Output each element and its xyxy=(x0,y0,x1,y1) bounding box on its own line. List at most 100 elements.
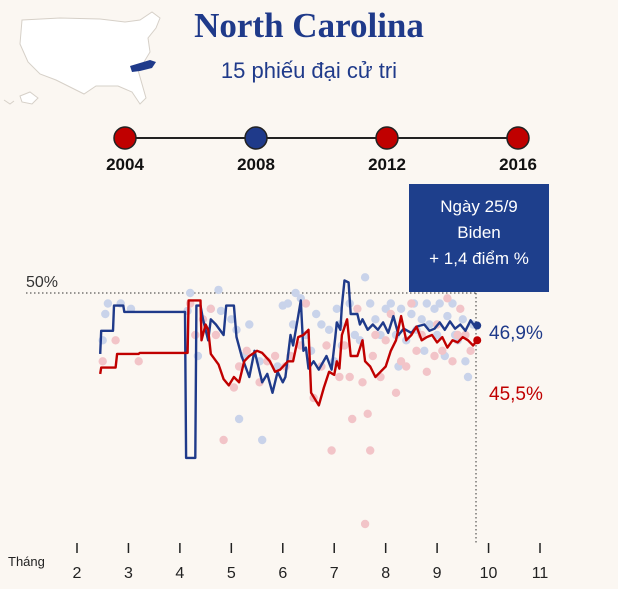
x-tick-label: 3 xyxy=(124,565,133,582)
dem-poll-dot xyxy=(214,285,223,295)
dem-poll-dot xyxy=(258,435,267,445)
dem-poll-dot xyxy=(332,304,341,313)
x-tick-label: 2 xyxy=(73,565,82,582)
timeline-year-2004: 2004 xyxy=(106,155,144,174)
dem-poll-dot xyxy=(422,299,431,308)
trend-lines xyxy=(99,279,479,460)
rep-poll-dot xyxy=(358,378,367,387)
rep-poll-dot xyxy=(348,414,357,424)
dem-poll-dot xyxy=(317,320,326,329)
dem-poll-dot xyxy=(234,414,244,424)
us-map-icon xyxy=(3,11,161,105)
rep-poll-dot xyxy=(363,409,372,418)
dem-poll-dot xyxy=(420,346,429,355)
x-axis-label: Tháng xyxy=(8,554,45,569)
rep-poll-dot xyxy=(430,351,439,361)
page-subtitle: 15 phiếu đại cử tri xyxy=(220,58,398,83)
dem-poll-dot xyxy=(371,315,380,324)
callout-date: Ngày 25/9 xyxy=(440,197,518,216)
rep-poll-dot xyxy=(111,336,120,345)
rep-poll-dot xyxy=(448,357,457,366)
dem-poll-dot xyxy=(443,311,452,321)
rep-end-label: 45,5% xyxy=(489,384,543,405)
timeline-year-2016: 2016 xyxy=(499,155,537,174)
rep-poll-dot xyxy=(412,346,421,355)
dem-poll-dot xyxy=(227,315,236,324)
x-tick-label: 5 xyxy=(227,565,236,582)
north-carolina-shape xyxy=(130,60,156,72)
rep-poll-dot xyxy=(391,388,401,397)
dem-poll-dot xyxy=(366,299,375,308)
dem-end-dot xyxy=(473,321,482,330)
rep-poll-dot xyxy=(242,346,251,355)
rep-poll-dot xyxy=(327,446,336,455)
x-tick-label: 9 xyxy=(433,565,442,582)
rep-trend-line xyxy=(99,299,479,407)
dem-poll-dot xyxy=(417,315,426,324)
dem-poll-dot xyxy=(386,299,395,308)
rep-poll-dot xyxy=(396,357,406,366)
dem-poll-dot xyxy=(458,315,467,324)
page-title: North Carolina xyxy=(194,6,424,45)
dem-poll-dot xyxy=(407,309,416,319)
rep-poll-dot xyxy=(206,304,215,313)
rep-poll-dot xyxy=(443,294,452,303)
rep-poll-dot xyxy=(134,357,143,366)
callout-box: Ngày 25/9 Biden + 1,4 điểm % xyxy=(409,184,549,292)
dem-poll-dot xyxy=(432,330,442,340)
dem-poll-dot xyxy=(461,357,470,366)
dem-poll-dot xyxy=(435,299,444,308)
dem-poll-dot xyxy=(463,372,473,382)
callout-candidate: Biden xyxy=(457,223,501,242)
dem-poll-dot xyxy=(396,304,406,313)
rep-poll-dot xyxy=(371,330,380,340)
rep-poll-dot xyxy=(466,346,475,355)
x-tick-label: 11 xyxy=(532,565,549,582)
x-tick-label: 10 xyxy=(480,565,498,582)
dem-poll-dot xyxy=(350,330,359,340)
dem-poll-dot xyxy=(283,299,293,308)
x-tick-label: 7 xyxy=(330,565,339,582)
timeline-year-2012: 2012 xyxy=(368,155,406,174)
reference-label: 50% xyxy=(26,274,58,291)
rep-poll-dot xyxy=(219,435,228,445)
dem-poll-dot xyxy=(360,273,370,282)
rep-poll-dot xyxy=(407,299,416,308)
rep-poll-dot xyxy=(438,346,447,355)
dem-poll-dot xyxy=(430,304,439,313)
dem-poll-dot xyxy=(381,304,390,313)
rep-poll-dot xyxy=(322,341,331,350)
election-timeline: 2004 2008 2012 2016 xyxy=(106,126,537,174)
rep-poll-dot xyxy=(402,362,411,371)
timeline-dot-2008 xyxy=(244,126,268,150)
dem-poll-dot xyxy=(103,299,113,308)
timeline-dot-2012 xyxy=(375,126,399,150)
dem-poll-dot xyxy=(324,325,334,334)
rep-poll-dot xyxy=(366,446,375,455)
rep-poll-dot xyxy=(360,519,370,529)
dem-poll-dot xyxy=(448,299,457,308)
timeline-dot-2004 xyxy=(113,126,137,150)
dem-poll-dot xyxy=(186,288,195,298)
dem-poll-dot xyxy=(296,294,305,303)
dem-poll-dot xyxy=(312,309,321,319)
rep-poll-dot xyxy=(381,336,390,345)
x-tick-label: 4 xyxy=(175,565,184,582)
x-axis: 2 3 4 5 6 7 8 9 10 11 xyxy=(73,543,549,582)
rep-poll-dot xyxy=(229,383,239,392)
rep-poll-dot xyxy=(335,372,344,382)
rep-poll-dot xyxy=(453,330,462,340)
x-tick-label: 8 xyxy=(381,565,390,582)
timeline-dot-2016 xyxy=(506,126,530,150)
dem-poll-dot xyxy=(101,309,110,319)
timeline-year-2008: 2008 xyxy=(237,155,275,174)
rep-poll-dot xyxy=(456,304,465,313)
callout-margin: + 1,4 điểm % xyxy=(429,249,529,268)
rep-poll-dot xyxy=(345,372,354,382)
rep-poll-dot xyxy=(353,304,362,313)
dem-trend-line xyxy=(99,279,478,460)
rep-poll-dot xyxy=(368,351,377,361)
rep-poll-dot xyxy=(98,357,107,366)
dem-poll-dot xyxy=(291,288,300,298)
dem-poll-dot xyxy=(216,306,226,316)
